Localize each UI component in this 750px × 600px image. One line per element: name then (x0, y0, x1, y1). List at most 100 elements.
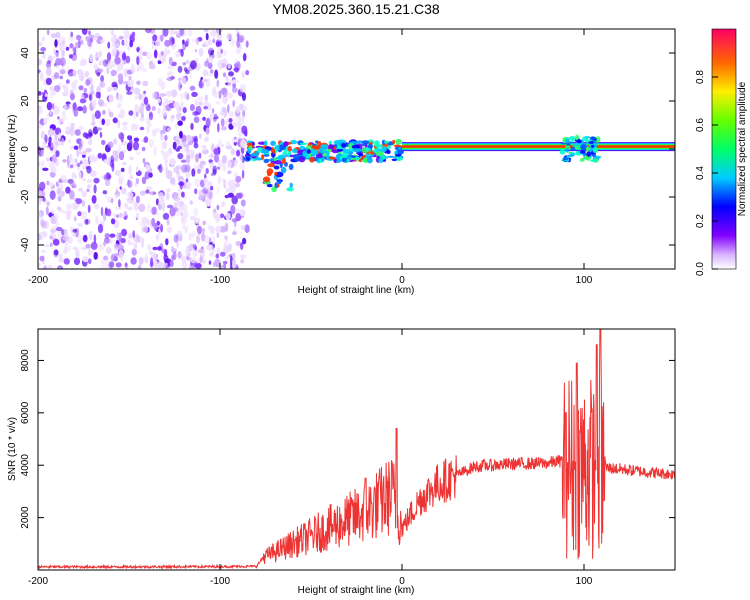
noise-blob (228, 111, 235, 118)
noise-blob (38, 145, 42, 155)
noise-blob (213, 148, 219, 155)
noise-blob (232, 122, 238, 127)
noise-blob (198, 152, 202, 159)
noise-blob (119, 61, 124, 71)
noise-blob (187, 29, 193, 37)
noise-blob (117, 102, 122, 109)
noise-blob (205, 168, 209, 174)
noise-blob (242, 109, 246, 118)
noise-blob (44, 93, 48, 97)
noise-blob (165, 238, 169, 246)
noise-blob (133, 243, 138, 251)
transition-blob (270, 140, 276, 146)
noise-blob (97, 52, 101, 59)
noise-blob (87, 138, 93, 146)
noise-blob (203, 106, 208, 110)
noise-blob (41, 36, 45, 42)
noise-blob (73, 79, 79, 84)
noise-blob (132, 141, 140, 151)
burst-blob (570, 146, 576, 152)
noise-blob (101, 118, 106, 126)
noise-blob (245, 40, 249, 48)
noise-blob (65, 101, 71, 105)
noise-blob (197, 96, 204, 102)
noise-blob (223, 260, 227, 269)
noise-blob (93, 251, 98, 260)
snr-y-tick-label: 8000 (20, 349, 31, 372)
noise-blob (194, 99, 198, 106)
noise-blob (157, 246, 163, 251)
burst-blob (575, 134, 579, 141)
noise-blob (147, 243, 152, 251)
noise-blob (194, 48, 198, 53)
noise-blob (122, 81, 129, 85)
noise-blob (107, 41, 111, 49)
noise-blob (239, 152, 243, 162)
noise-blob (63, 85, 69, 95)
noise-blob (133, 201, 139, 211)
snr-y-tick-label: 2000 (20, 506, 31, 529)
noise-blob (82, 256, 89, 263)
noise-blob (209, 251, 214, 257)
burst-blob (592, 147, 597, 153)
noise-blob (131, 248, 137, 256)
noise-blob (187, 140, 193, 146)
noise-blob (75, 249, 80, 259)
noise-blob (194, 178, 201, 188)
noise-blob (121, 228, 128, 237)
noise-blob (185, 144, 190, 153)
noise-blob (95, 57, 100, 61)
noise-blob (164, 262, 168, 267)
noise-blob (216, 204, 220, 211)
noise-blob (46, 29, 50, 36)
noise-blob (177, 145, 183, 150)
noise-blob (216, 79, 220, 88)
noise-blob (93, 184, 97, 194)
noise-blob (77, 211, 82, 217)
noise-blob (128, 75, 132, 81)
noise-blob (87, 204, 91, 213)
noise-blob (103, 159, 109, 164)
noise-blob (108, 93, 114, 103)
noise-blob (72, 228, 78, 233)
noise-blob (190, 122, 194, 131)
noise-blob (162, 212, 170, 220)
noise-blob (79, 149, 82, 155)
noise-blob (120, 254, 124, 262)
burst-blob (585, 136, 591, 139)
noise-blob (171, 37, 175, 45)
transition-blob (246, 142, 253, 146)
transition-blob (348, 154, 352, 161)
noise-blob (160, 224, 164, 233)
noise-blob (189, 85, 196, 91)
noise-blob (92, 99, 97, 109)
noise-blob (81, 246, 88, 251)
noise-blob (128, 199, 135, 205)
noise-blob (203, 41, 208, 47)
noise-blob (245, 69, 250, 76)
noise-blob (222, 72, 227, 78)
noise-blob (213, 208, 217, 213)
noise-blob (205, 117, 211, 128)
noise-blob (47, 128, 55, 137)
noise-blob (113, 43, 120, 48)
noise-blob (235, 208, 240, 215)
noise-blob (198, 101, 204, 106)
transition-blob (364, 147, 371, 151)
noise-blob (172, 141, 177, 150)
noise-blob (181, 191, 185, 198)
noise-blob (55, 150, 60, 158)
noise-blob (109, 237, 113, 245)
noise-blob (99, 220, 105, 225)
noise-blob (235, 175, 242, 183)
noise-blob (69, 43, 74, 49)
transition-blob (311, 145, 318, 149)
noise-blob (197, 249, 204, 254)
noise-blob (166, 219, 170, 226)
noise-blob (145, 29, 152, 34)
noise-blob (85, 147, 92, 153)
noise-blob (40, 160, 46, 166)
burst-blob (579, 158, 585, 162)
noise-blob (227, 243, 233, 252)
noise-blob (205, 77, 211, 88)
